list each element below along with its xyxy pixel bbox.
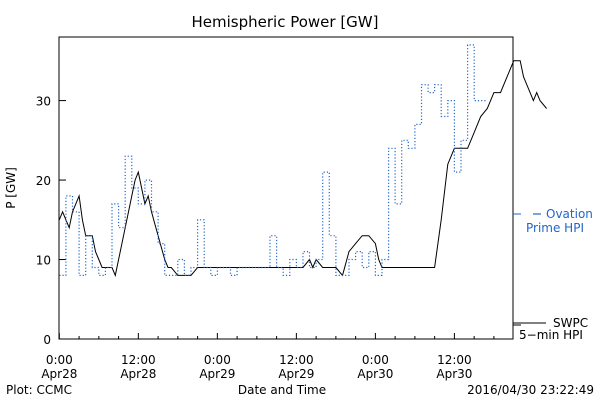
y-tick-label: 10 (36, 254, 51, 268)
legend-swpc: SWPC 5−min HPI (513, 316, 588, 342)
legend-ovation-line2: Prime HPI (526, 221, 584, 235)
x-tick-label-time: 0:00 (204, 353, 231, 367)
x-tick-label-date: Apr28 (120, 367, 156, 381)
x-tick-label-date: Apr30 (436, 367, 472, 381)
x-tick-label-time: 0:00 (362, 353, 389, 367)
series-ovation-line (59, 44, 488, 276)
series-layer (58, 44, 547, 278)
x-tick-label-time: 12:00 (121, 353, 156, 367)
plot-frame (58, 36, 514, 340)
y-axis-label: P [GW] (4, 167, 18, 209)
y-ticks: 0 10 20 30 (36, 95, 66, 347)
legend-swpc-line2: 5−min HPI (519, 328, 583, 342)
timestamp: 2016/04/30 23:22:49 (467, 383, 594, 397)
x-axis-label: Date and Time (238, 383, 326, 397)
x-ticks: 0:00Apr2812:00Apr280:00Apr2912:00Apr290:… (41, 333, 495, 381)
legend-ovation-line1: Ovation (546, 207, 593, 221)
chart-title: Hemispheric Power [GW] (192, 13, 379, 31)
x-tick-label-time: 12:00 (279, 353, 314, 367)
x-tick-label-date: Apr28 (41, 367, 77, 381)
x-tick-label-date: Apr29 (278, 367, 314, 381)
x-tick-label-time: 0:00 (46, 353, 73, 367)
y-tick-label: 30 (36, 95, 51, 109)
legend-ovation: Ovation Prime HPI (513, 207, 593, 235)
y-tick-label: 20 (36, 174, 51, 188)
x-tick-label-time: 12:00 (437, 353, 472, 367)
footer-left: Plot: CCMC (6, 383, 72, 397)
x-tick-label-date: Apr29 (199, 367, 235, 381)
x-tick-label-date: Apr30 (357, 367, 393, 381)
series-swpc-line (58, 60, 547, 278)
legend-swpc-line1: SWPC (553, 316, 588, 330)
y-tick-label: 0 (43, 333, 51, 347)
